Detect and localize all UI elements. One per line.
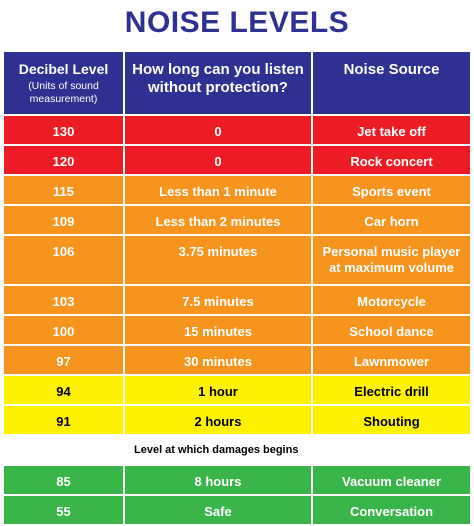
decibel-cell: 94 [4,376,123,404]
duration-cell: 2 hours [125,406,311,434]
danger-rows: 130 0 Jet take off 120 0 Rock concert 115 Less … [4,116,470,434]
decibel-cell: 85 [4,466,123,494]
decibel-cell: 106 [4,236,123,284]
source-cell: Vacuum cleaner [313,466,470,494]
header-duration: How long can you listen without protecti… [125,52,311,114]
table-row: 94 1 hour Electric drill [4,376,470,404]
decibel-cell: 103 [4,286,123,314]
source-cell: Shouting [313,406,470,434]
duration-cell: 0 [125,116,311,144]
source-cell: Lawnmower [313,346,470,374]
source-cell: School dance [313,316,470,344]
table-row: 103 7.5 minutes Motorcycle [4,286,470,314]
duration-cell: 0 [125,146,311,174]
table-row: 55 Safe Conversation [4,496,470,524]
duration-cell: 15 minutes [125,316,311,344]
source-cell: Sports event [313,176,470,204]
source-cell: Personal music player at maximum volume [313,236,470,284]
decibel-cell: 115 [4,176,123,204]
table-row: 97 30 minutes Lawnmower [4,346,470,374]
damage-threshold-note: Level at which damages begins [134,444,299,456]
duration-cell: Less than 1 minute [125,176,311,204]
page-title: NOISE LEVELS [124,6,350,39]
decibel-cell: 120 [4,146,123,174]
source-cell: Motorcycle [313,286,470,314]
source-cell: Electric drill [313,376,470,404]
decibel-cell: 109 [4,206,123,234]
header-decibel: Decibel Level (Units of sound measuremen… [4,52,123,114]
decibel-cell: 55 [4,496,123,524]
table-row: 106 3.75 minutes Personal music player at … [4,236,470,284]
decibel-cell: 100 [4,316,123,344]
duration-cell: Less than 2 minutes [125,206,311,234]
table-row: 85 8 hours Vacuum cleaner [4,466,470,494]
decibel-cell: 91 [4,406,123,434]
duration-cell: 3.75 minutes [125,236,311,284]
decibel-cell: 97 [4,346,123,374]
table-header-row: Decibel Level (Units of sound measuremen… [4,52,470,114]
table-row: 120 0 Rock concert [4,146,470,174]
safe-rows: 85 8 hours Vacuum cleaner 55 Safe Conversatio… [4,466,470,524]
table-row: 115 Less than 1 minute Sports event [4,176,470,204]
noise-table: Decibel Level (Units of sound measuremen… [4,52,470,526]
decibel-cell: 130 [4,116,123,144]
duration-cell: 30 minutes [125,346,311,374]
table-row: 100 15 minutes School dance [4,316,470,344]
duration-cell: Safe [125,496,311,524]
duration-cell: 7.5 minutes [125,286,311,314]
duration-cell: 8 hours [125,466,311,494]
table-row: 109 Less than 2 minutes Car horn [4,206,470,234]
header-decibel-label: Decibel Level [18,61,109,77]
source-cell: Car horn [313,206,470,234]
header-source: Noise Source [313,52,470,114]
source-cell: Jet take off [313,116,470,144]
source-cell: Rock concert [313,146,470,174]
duration-cell: 1 hour [125,376,311,404]
table-row: 91 2 hours Shouting [4,406,470,434]
source-cell: Conversation [313,496,470,524]
header-decibel-sublabel: (Units of sound measurement) [28,80,99,105]
table-row: 130 0 Jet take off [4,116,470,144]
